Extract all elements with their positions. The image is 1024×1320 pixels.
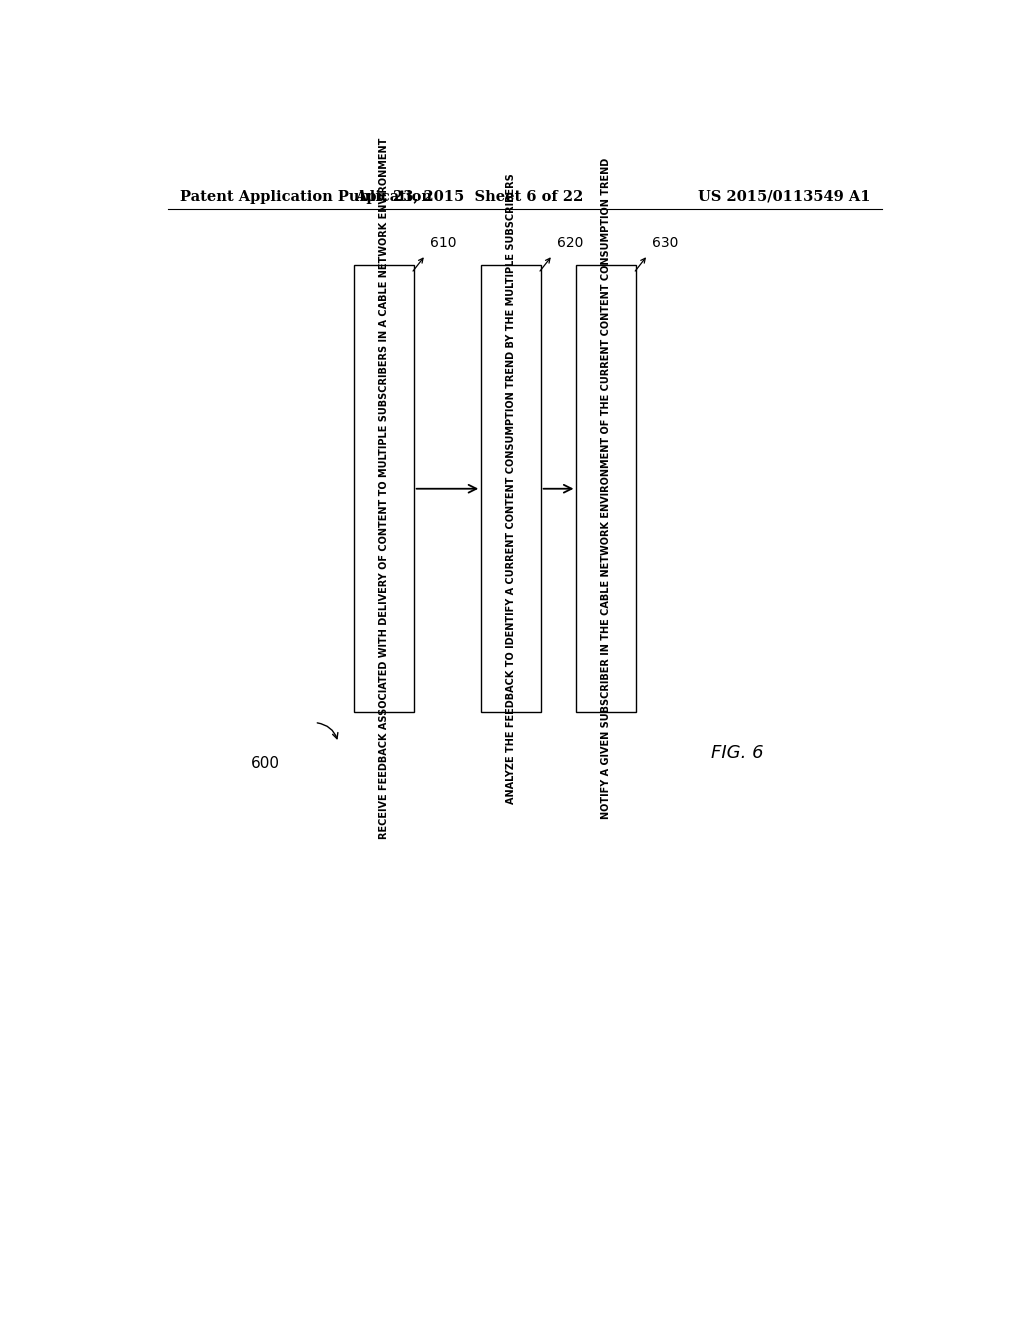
Text: 610: 610 xyxy=(430,236,456,249)
Text: ANALYZE THE FEEDBACK TO IDENTIFY A CURRENT CONTENT CONSUMPTION TREND BY THE MULT: ANALYZE THE FEEDBACK TO IDENTIFY A CURRE… xyxy=(506,173,516,804)
Text: RECEIVE FEEDBACK ASSOCIATED WITH DELIVERY OF CONTENT TO MULTIPLE SUBSCRIBERS IN : RECEIVE FEEDBACK ASSOCIATED WITH DELIVER… xyxy=(379,139,389,840)
Bar xyxy=(354,265,414,713)
Bar xyxy=(481,265,541,713)
Text: FIG. 6: FIG. 6 xyxy=(712,744,764,762)
Text: Patent Application Publication: Patent Application Publication xyxy=(179,190,431,203)
Text: US 2015/0113549 A1: US 2015/0113549 A1 xyxy=(697,190,870,203)
Bar xyxy=(577,265,636,713)
Text: Apr. 23, 2015  Sheet 6 of 22: Apr. 23, 2015 Sheet 6 of 22 xyxy=(355,190,584,203)
Text: 630: 630 xyxy=(652,236,678,249)
Text: 600: 600 xyxy=(251,755,280,771)
Text: 620: 620 xyxy=(557,236,583,249)
Text: NOTIFY A GIVEN SUBSCRIBER IN THE CABLE NETWORK ENVIRONMENT OF THE CURRENT CONTEN: NOTIFY A GIVEN SUBSCRIBER IN THE CABLE N… xyxy=(601,158,611,820)
